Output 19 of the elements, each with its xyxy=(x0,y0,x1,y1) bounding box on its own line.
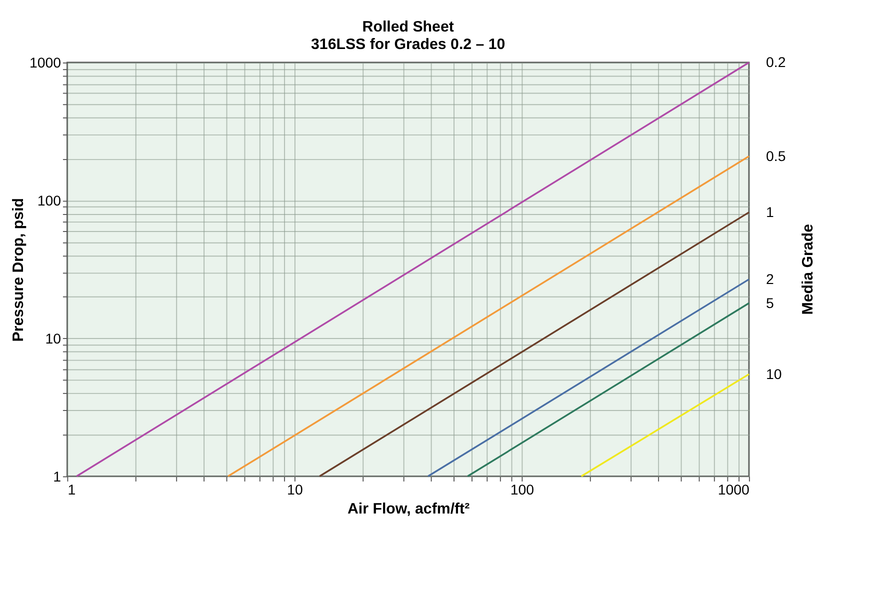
series-label: 5 xyxy=(766,296,774,312)
y-axis-title: Pressure Drop, psid xyxy=(10,198,27,342)
series-label: 1 xyxy=(766,205,774,222)
series-label: 2 xyxy=(766,272,774,288)
series-label: 0.2 xyxy=(766,55,786,72)
chart-subtitle: 316LSS for Grades 0.2 – 10 xyxy=(310,36,506,54)
x-tick-label: 1000 xyxy=(718,482,750,499)
x-tick-label: 100 xyxy=(510,482,534,499)
y-tick-label: 1000 xyxy=(30,56,62,72)
x-axis-title: Air Flow, acfm/ft² xyxy=(348,500,470,518)
series-label: 10 xyxy=(766,366,782,383)
series-label: 0.5 xyxy=(766,149,786,166)
y-tick-label: 100 xyxy=(37,194,62,210)
y-tick-label: 1 xyxy=(53,469,62,486)
y2-axis-title: Media Grade xyxy=(799,224,816,315)
y-tick-label: 10 xyxy=(45,332,62,348)
x-tick-label: 1 xyxy=(68,482,76,499)
x-tick-label: 10 xyxy=(287,482,303,499)
chart-title: Rolled Sheet xyxy=(362,18,454,36)
